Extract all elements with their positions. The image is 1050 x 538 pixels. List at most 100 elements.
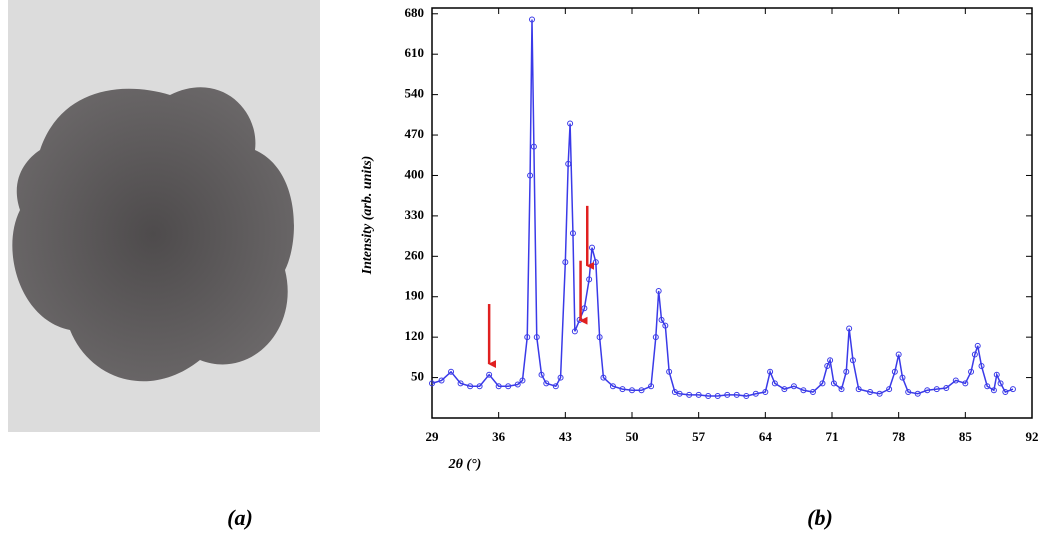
x-axis-label: 2θ (°) [448,457,482,472]
data-point [557,374,564,381]
data-point [962,380,969,387]
data-point [891,368,898,375]
data-point [899,374,906,381]
data-point [666,368,673,375]
data-point [846,325,853,332]
data-point [914,390,921,397]
data-point [849,357,856,364]
data-point [855,386,862,393]
data-point [1002,389,1009,396]
data-point [767,368,774,375]
data-point [724,391,731,398]
y-axis-label: Intensity (arb. units) [360,156,375,276]
data-point [519,377,526,384]
data-point [565,160,572,167]
data-point [438,377,445,384]
y-tick-label: 610 [405,45,425,60]
data-point [771,380,778,387]
panel-label: (a) [227,505,253,530]
data-point [524,334,531,341]
data-point [824,363,831,370]
data-point [905,389,912,396]
x-tick-label: 43 [559,429,573,444]
data-point [596,334,603,341]
data-point [686,391,693,398]
data-point [978,363,985,370]
data-point [695,391,702,398]
x-tick-label: 29 [426,429,440,444]
data-line [431,19,1014,397]
data-point [652,334,659,341]
data-point [457,380,464,387]
y-tick-label: 190 [405,288,425,303]
data-point [705,393,712,400]
y-tick-label: 330 [405,207,425,222]
data-point [495,383,502,390]
powder-pile [12,87,294,382]
data-point [800,387,807,394]
data-point [781,386,788,393]
photo [8,0,320,432]
data-point [943,384,950,391]
data-point [514,381,521,388]
x-tick-label: 64 [759,429,773,444]
data-point [619,386,626,393]
data-point [743,393,750,400]
data-point [538,371,545,378]
y-tick-label: 120 [405,328,425,343]
data-point [567,120,574,127]
data-point [984,383,991,390]
x-tick-label: 85 [959,429,973,444]
data-point [533,334,540,341]
data-point [569,230,576,237]
data-point [467,383,474,390]
data-point [830,380,837,387]
data-point [527,172,534,179]
data-point [895,351,902,358]
data-point [586,276,593,283]
data-point [589,244,595,251]
data-point [993,371,1000,378]
data-point [809,389,816,396]
data-point [530,143,537,150]
data-point [476,383,483,390]
data-point [968,368,975,375]
data-point [429,380,435,387]
data-point [662,322,669,329]
data-point [790,383,797,390]
data-point [997,380,1004,387]
data-point [819,380,826,387]
panel-label: (b) [807,505,833,530]
data-point [609,383,616,390]
data-point [629,387,635,394]
data-point [974,342,981,349]
y-tick-label: 50 [411,369,424,384]
data-point [838,386,845,393]
data-point [990,387,997,394]
y-tick-label: 540 [405,86,425,101]
data-point [562,259,569,266]
data-point [762,389,769,396]
y-tick-label: 260 [405,247,425,262]
data-point [714,393,721,400]
data-point [505,383,512,390]
data-point [752,390,759,397]
plot-frame [431,7,1033,419]
x-tick-label: 92 [1026,429,1039,444]
x-tick-label: 36 [492,429,506,444]
data-point [933,386,940,393]
data-point [658,316,665,323]
data-point [448,368,455,375]
y-tick-label: 470 [405,126,425,141]
data-point [876,390,883,397]
data-point [552,383,559,390]
data-point [676,390,683,397]
data-point [655,287,662,294]
x-tick-label: 71 [826,429,839,444]
data-point [733,391,740,398]
data-point [648,383,655,390]
x-tick-label: 78 [892,429,906,444]
y-tick-label: 400 [405,166,425,181]
data-point [486,371,493,378]
